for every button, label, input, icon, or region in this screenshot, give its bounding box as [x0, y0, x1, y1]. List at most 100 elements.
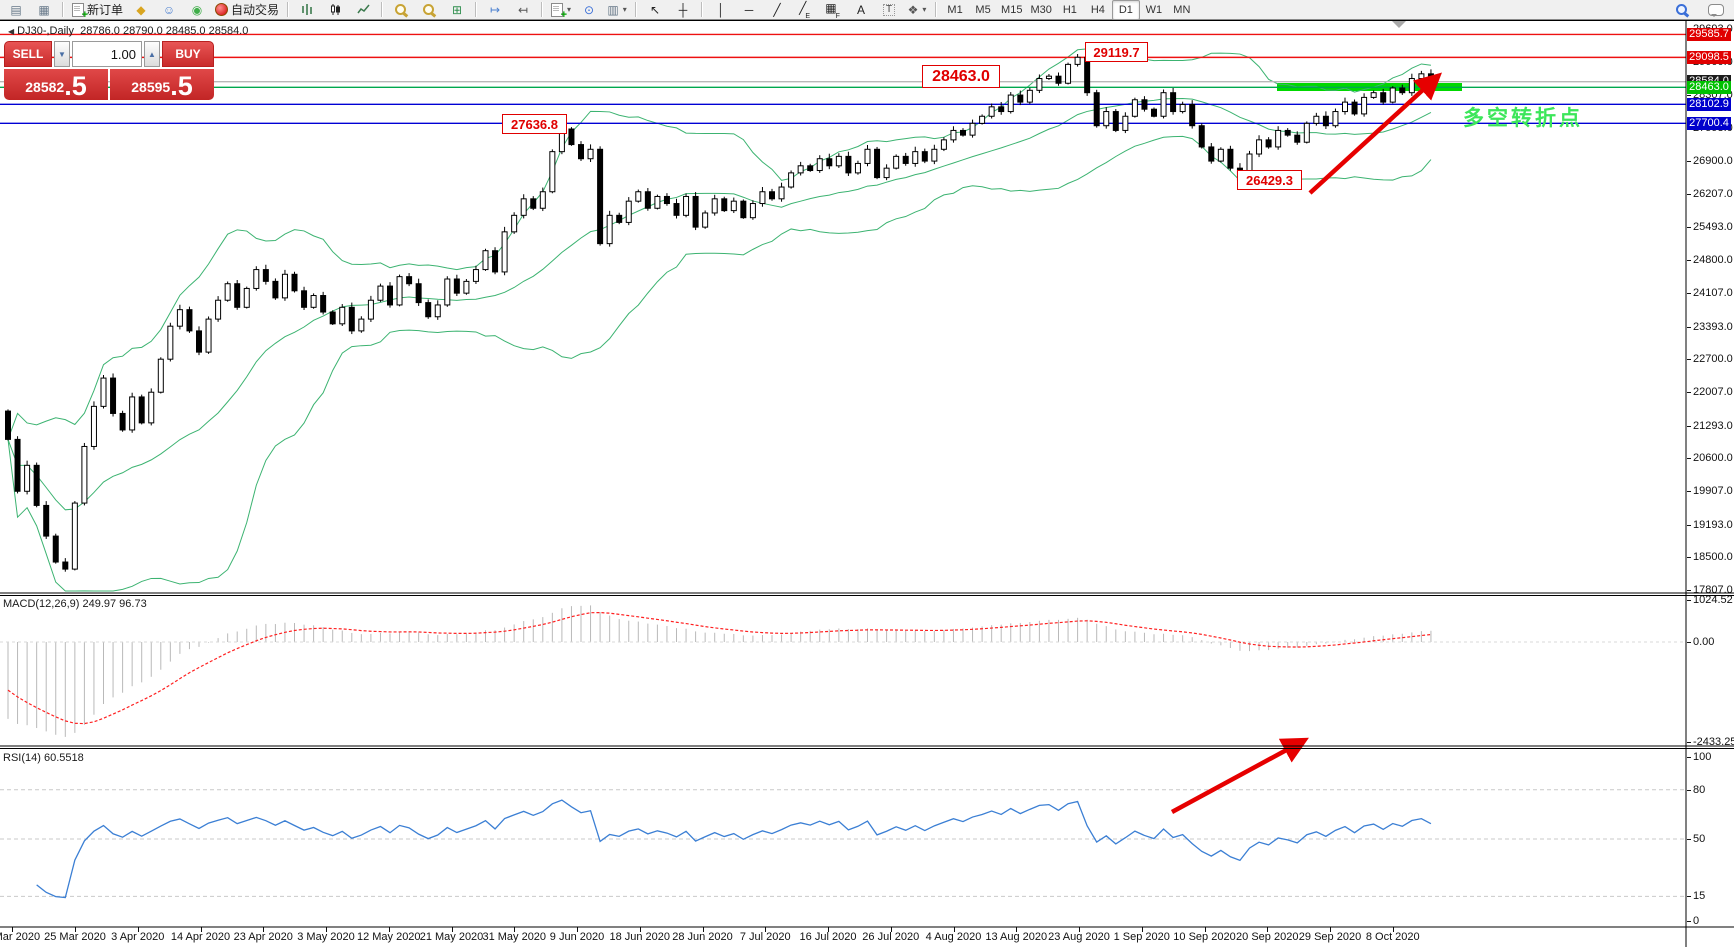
chart-shift-marker-icon[interactable]: [1392, 21, 1406, 35]
sell-button[interactable]: SELL: [4, 41, 52, 67]
toolbar-right: [1668, 0, 1730, 20]
price-badge-27700.4: 27700.4: [1687, 116, 1731, 130]
period-button[interactable]: ⊙: [575, 0, 603, 20]
timeframe-mn[interactable]: MN: [1168, 0, 1196, 20]
time-tick: [639, 927, 641, 932]
time-tick: [577, 927, 578, 932]
sell-price[interactable]: 28582.5: [4, 69, 108, 100]
sell-price-fraction: .5: [64, 71, 87, 102]
auto-scroll-button[interactable]: ↦: [481, 0, 509, 20]
new-chart-button[interactable]: ▾: [547, 0, 575, 21]
price-tick: 26207.0: [1686, 188, 1733, 200]
cursor-button[interactable]: ↖: [641, 0, 669, 20]
vertical-line-button[interactable]: │: [707, 0, 735, 20]
buy-button[interactable]: BUY: [162, 41, 214, 67]
signals-button[interactable]: ◉: [183, 0, 211, 20]
timeframe-m30[interactable]: M30: [1026, 0, 1055, 20]
market-watch-button[interactable]: ▤: [2, 0, 30, 20]
timeframe-h1-label: H1: [1062, 3, 1077, 16]
volume-input[interactable]: 1.00: [72, 41, 142, 67]
time-label: 28 Jun 2020: [672, 931, 733, 943]
text-label-button[interactable]: T: [875, 0, 903, 20]
equidistant-channel-button[interactable]: ╱E: [791, 0, 819, 21]
chat-button[interactable]: [1702, 0, 1730, 20]
time-label: 20 Sep 2020: [1236, 931, 1299, 943]
buy-price-fraction: .5: [170, 71, 193, 102]
volume-decrease-button[interactable]: ▼: [54, 41, 70, 67]
time-label: 23 Aug 2020: [1048, 931, 1110, 943]
turning-point-note[interactable]: 多空转折点: [1463, 107, 1583, 130]
new-order-icon: [72, 2, 88, 21]
macd-tick: -2433.25: [1686, 736, 1734, 748]
timeframe-h1[interactable]: H1: [1056, 0, 1084, 20]
time-label: 23 Apr 2020: [233, 931, 293, 943]
data-window-button[interactable]: ▦: [30, 0, 58, 20]
timeframe-m1[interactable]: M1: [941, 0, 969, 20]
buy-price[interactable]: 28595.5: [110, 69, 214, 100]
bar-chart-button[interactable]: [293, 0, 321, 20]
new-order-button[interactable]: 新订单: [68, 0, 127, 21]
time-label: 3 Apr 2020: [111, 931, 165, 943]
volume-increase-button[interactable]: ▲: [144, 41, 160, 67]
timeframe-d1[interactable]: D1: [1111, 0, 1140, 20]
time-label: 10 Sep 2020: [1173, 931, 1236, 943]
styler-button[interactable]: ◆: [127, 0, 155, 20]
search-button[interactable]: [1668, 0, 1696, 20]
price-annotation-26429.3[interactable]: 26429.3: [1237, 170, 1302, 190]
chart-title-marker-icon: ◀: [8, 27, 15, 36]
trendline-button[interactable]: ╱: [763, 0, 791, 20]
price-badge-28463.0: 28463.0: [1687, 80, 1731, 94]
timeframe-h4[interactable]: H4: [1084, 0, 1112, 20]
timeframe-mn-label: MN: [1173, 3, 1191, 16]
rsi-tick: 15: [1686, 890, 1705, 902]
price-annotation-29119.7[interactable]: 29119.7: [1085, 42, 1148, 62]
tile-windows-button[interactable]: ⊞: [443, 0, 471, 20]
time-label: 31 May 2020: [482, 931, 547, 943]
horizontal-line-button[interactable]: ─: [735, 0, 763, 20]
line-chart-button[interactable]: [349, 0, 377, 20]
styler-icon: ◆: [136, 2, 146, 17]
fibonacci-button[interactable]: ▦F: [819, 0, 847, 21]
data-window-icon: ▦: [38, 2, 50, 17]
time-label: 26 Jul 2020: [862, 931, 920, 943]
template-button[interactable]: ▥ ▾: [603, 0, 631, 20]
price-badge-29585.7: 29585.7: [1687, 27, 1731, 41]
price-tick: 18500.0: [1686, 551, 1733, 563]
signals-icon: ◉: [191, 2, 203, 17]
search-icon: [1675, 3, 1689, 17]
price-annotation-28463.0[interactable]: 28463.0: [922, 65, 1000, 88]
autotrading-button[interactable]: 自动交易: [211, 0, 283, 20]
price-tick: 24107.0: [1686, 287, 1733, 299]
chat-icon: [1708, 4, 1724, 17]
price-tick: 22007.0: [1686, 386, 1733, 398]
price-tick: 26900.0: [1686, 155, 1733, 167]
period-icon: ⊙: [584, 2, 595, 17]
zoom-out-button[interactable]: [415, 0, 443, 20]
bollinger-middle: [7, 97, 1432, 511]
rsi-tick: 50: [1686, 833, 1705, 845]
timeframe-w1[interactable]: W1: [1140, 0, 1168, 20]
text-button[interactable]: A: [847, 0, 875, 20]
price-badge-28102.9: 28102.9: [1687, 97, 1731, 111]
expert-advisors-button[interactable]: ☺: [155, 0, 183, 20]
time-label: 9 Jun 2020: [549, 931, 605, 943]
zoom-in-button[interactable]: [387, 0, 415, 20]
horizontal-line-icon: ─: [744, 2, 754, 17]
timeframe-m5-label: M5: [975, 3, 991, 16]
macd-label: MACD(12,26,9) 249.97 96.73: [3, 598, 147, 610]
crosshair-button[interactable]: ┼: [669, 0, 697, 20]
arrows-button[interactable]: ❖ ▾: [903, 0, 931, 20]
price-tick: 21293.0: [1686, 420, 1733, 432]
candlestick-chart-button[interactable]: [321, 0, 349, 20]
chart-shift-button[interactable]: ↤: [509, 0, 537, 20]
timeframe-m15[interactable]: M15: [997, 0, 1026, 20]
price-annotation-27636.8[interactable]: 27636.8: [502, 114, 567, 134]
zoom-in-icon: [394, 3, 408, 17]
time-tick: [890, 927, 892, 932]
time-tick: [388, 927, 390, 932]
autotrading-button-label: 自动交易: [231, 3, 280, 17]
bollinger-lower: [7, 135, 1432, 592]
timeframe-m5[interactable]: M5: [969, 0, 997, 20]
